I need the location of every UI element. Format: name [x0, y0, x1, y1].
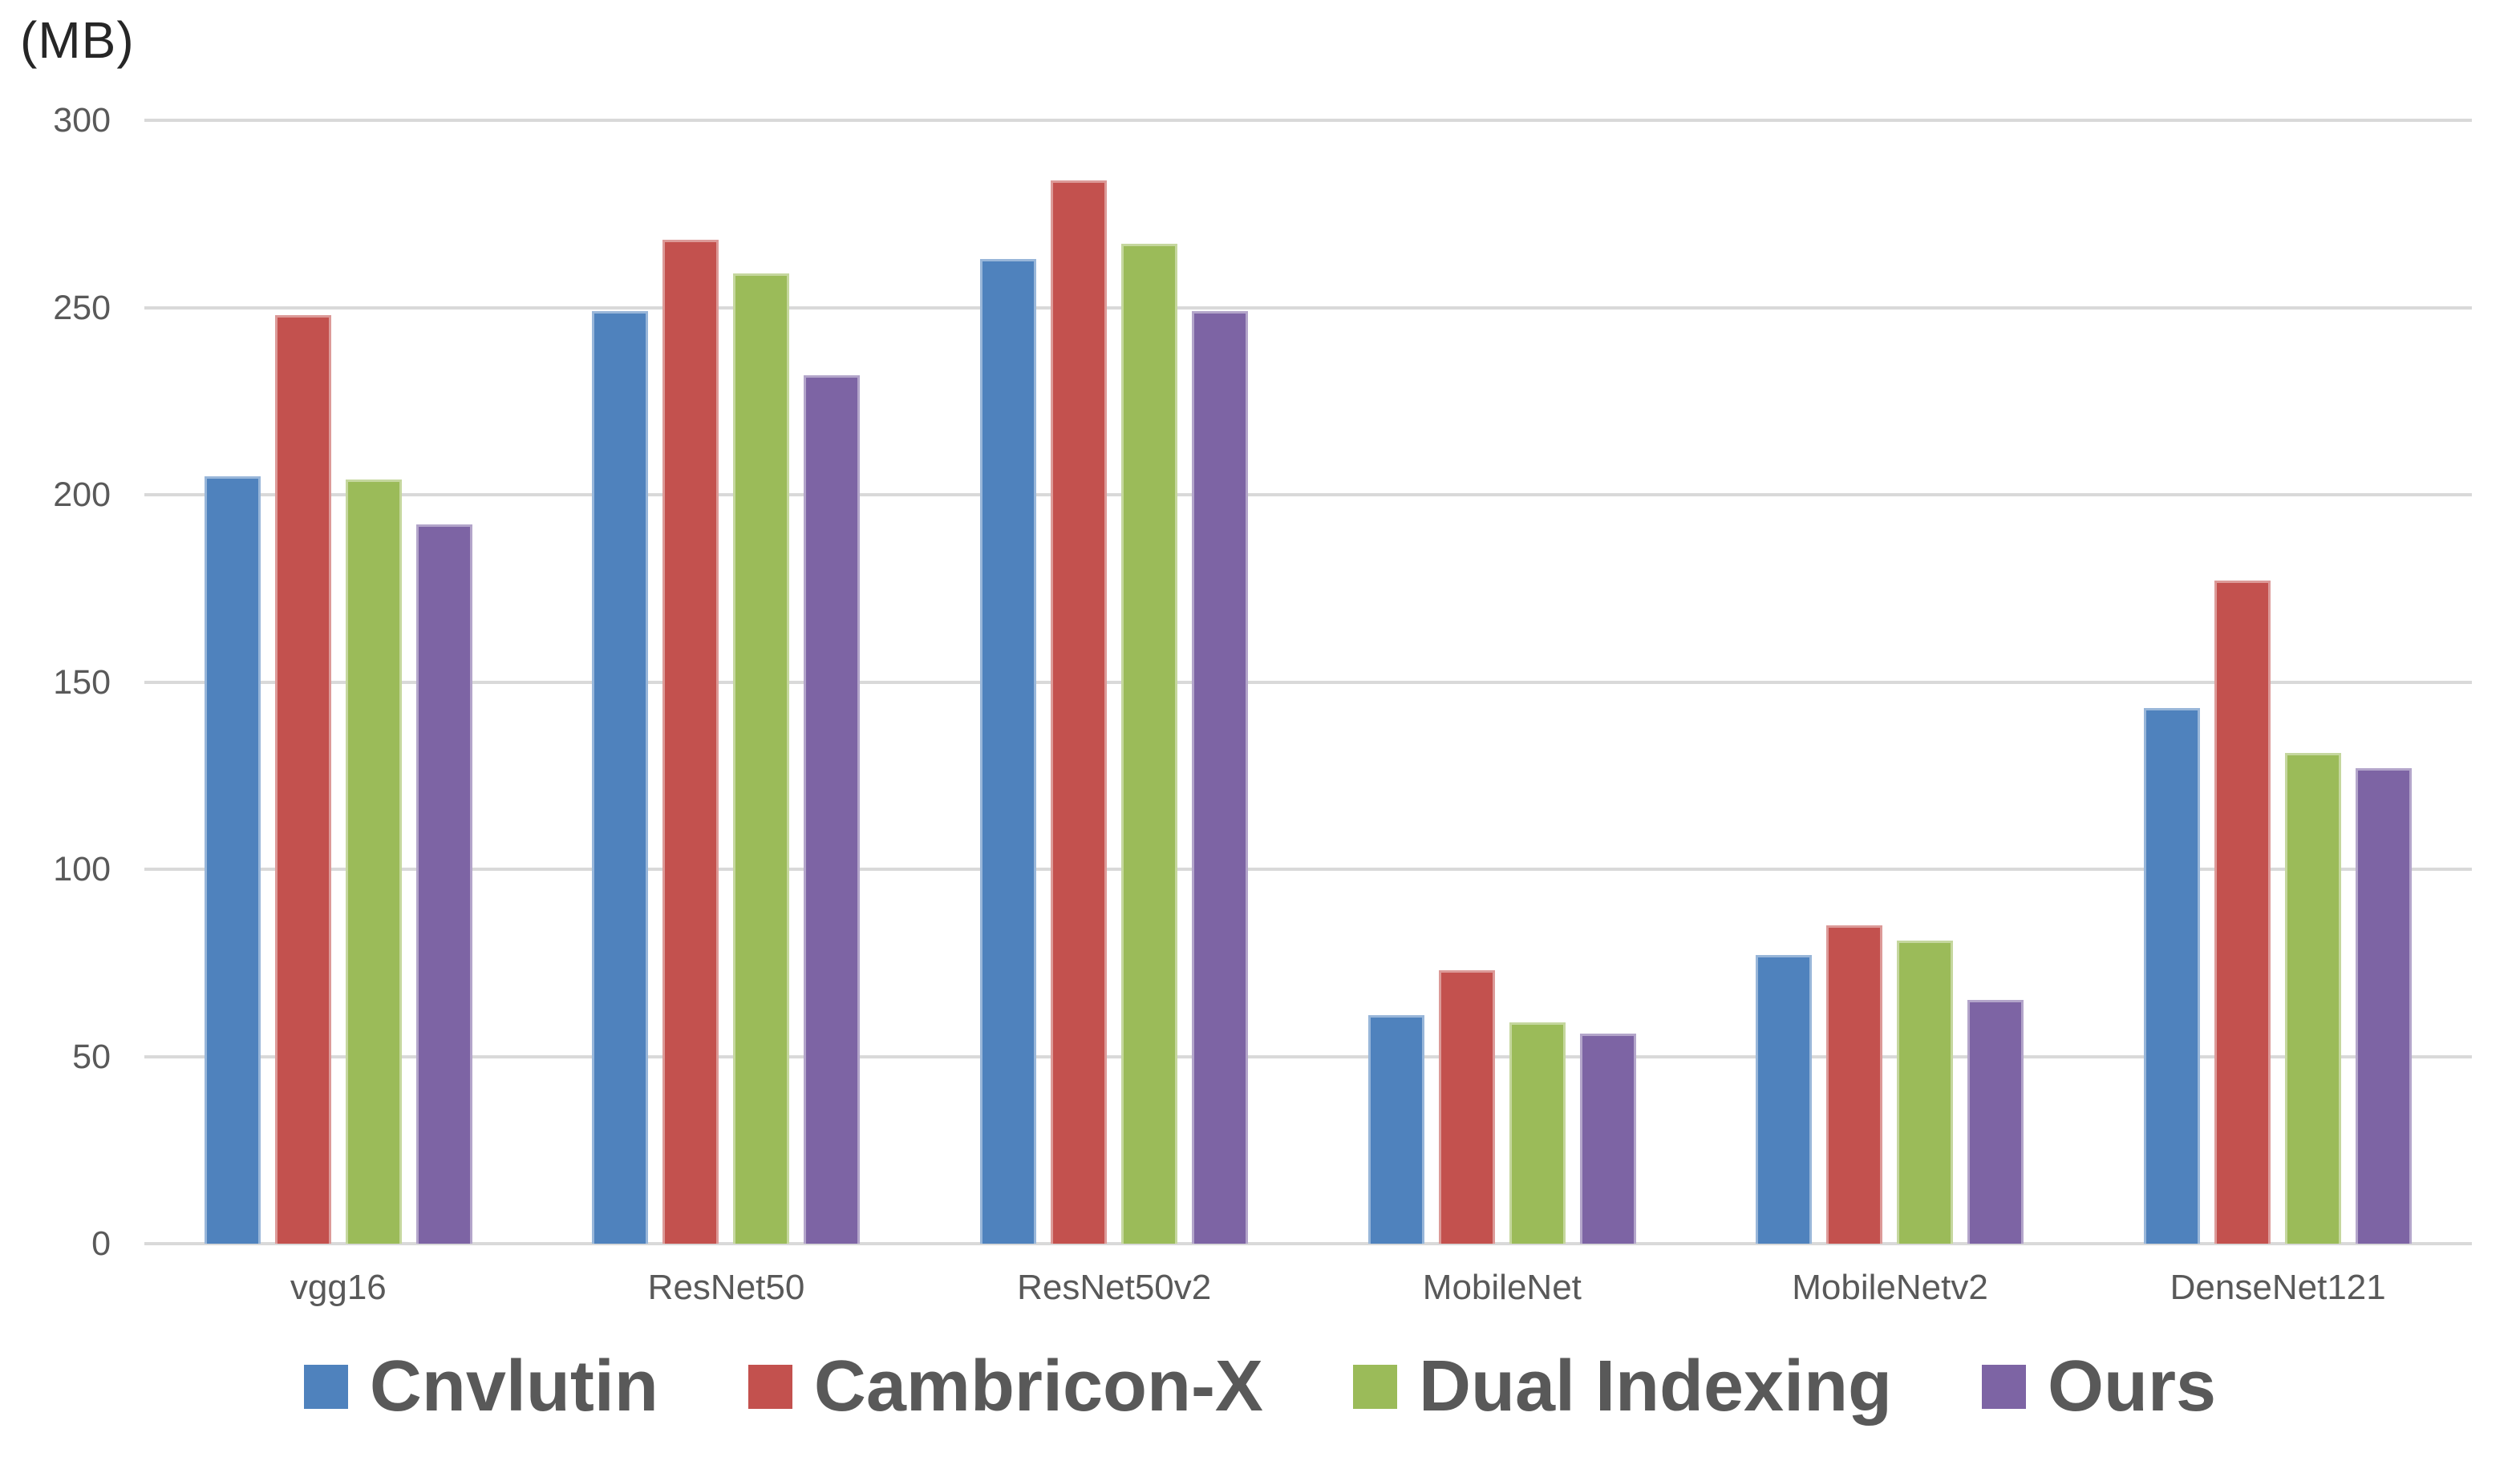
legend-item-Cnvlutin: Cnvlutin [303, 1346, 658, 1427]
bar-Cnvlutin-ResNet50v2 [980, 258, 1037, 1244]
bar-Ours-DenseNet121 [2356, 767, 2413, 1244]
legend-swatch-Cambricon-X [747, 1365, 792, 1409]
gridline-50 [144, 1054, 2472, 1058]
y-tick-label-200: 200 [53, 476, 111, 514]
x-category-label-vgg16: vgg16 [290, 1268, 387, 1307]
bar-group-vgg16 [204, 120, 472, 1244]
bar-series-area [144, 120, 2472, 1244]
gridline-100 [144, 868, 2472, 871]
gridline-250 [144, 306, 2472, 310]
x-axis-category-labels: vgg16 ResNet50 ResNet50v2 MobileNet MobileNe… [144, 1268, 2472, 1307]
legend-item-Ours: Ours [1982, 1347, 2216, 1427]
bar-Dual Indexing-vgg16 [345, 480, 402, 1244]
bar-group-MobileNetv2 [1756, 120, 2024, 1244]
bar-Dual Indexing-ResNet50 [733, 273, 790, 1244]
bar-group-DenseNet121 [2144, 120, 2413, 1244]
y-tick-label-50: 50 [72, 1037, 111, 1076]
bar-Cnvlutin-DenseNet121 [2144, 708, 2201, 1244]
y-tick-label-300: 300 [53, 101, 111, 140]
gridline-0 [144, 1242, 2472, 1245]
bar-Dual Indexing-MobileNetv2 [1897, 940, 1954, 1244]
bar-Dual Indexing-MobileNet [1509, 1022, 1566, 1244]
legend-label-Cambricon-X: Cambricon-X [813, 1346, 1263, 1427]
legend-item-Dual Indexing: Dual Indexing [1352, 1346, 1893, 1427]
legend: Cnvlutin Cambricon-X Dual Indexing Ours [0, 1347, 2520, 1427]
x-category-label-ResNet50: ResNet50 [647, 1268, 805, 1307]
bar-Cnvlutin-MobileNetv2 [1756, 955, 1813, 1244]
gridline-200 [144, 493, 2472, 496]
legend-label-Cnvlutin: Cnvlutin [369, 1346, 658, 1427]
y-tick-label-250: 250 [53, 288, 111, 327]
y-axis-unit-label: (MB) [20, 11, 135, 69]
x-category-label-MobileNetv2: MobileNetv2 [1792, 1268, 1988, 1307]
bar-Cambricon-X-DenseNet121 [2214, 581, 2271, 1244]
bar-Ours-ResNet50v2 [1192, 311, 1249, 1244]
y-tick-label-100: 100 [53, 850, 111, 888]
bar-group-ResNet50 [592, 120, 861, 1244]
legend-label-Dual Indexing: Dual Indexing [1418, 1346, 1893, 1427]
bar-group-MobileNet [1367, 120, 1636, 1244]
bar-Dual Indexing-DenseNet121 [2285, 753, 2342, 1244]
legend-label-Ours: Ours [2048, 1346, 2217, 1427]
legend-swatch-Cnvlutin [303, 1365, 348, 1409]
bar-Ours-vgg16 [415, 524, 472, 1244]
legend-swatch-Dual Indexing [1352, 1365, 1397, 1409]
legend-item-Cambricon-X: Cambricon-X [747, 1346, 1263, 1427]
y-axis-tick-labels: 300 250 200 150 100 50 0 [0, 103, 111, 1261]
bar-Ours-MobileNet [1579, 1034, 1636, 1244]
bar-Ours-MobileNetv2 [1967, 1000, 2024, 1244]
gridlines [144, 119, 2472, 1245]
bar-Cambricon-X-ResNet50 [662, 240, 719, 1244]
bar-group-ResNet50v2 [980, 120, 1249, 1244]
bar-Cambricon-X-vgg16 [274, 314, 331, 1244]
bar-Cambricon-X-ResNet50v2 [1051, 180, 1108, 1244]
bar-Cambricon-X-MobileNetv2 [1826, 925, 1883, 1244]
x-category-label-DenseNet121: DenseNet121 [2170, 1268, 2386, 1307]
plot-area [144, 119, 2472, 1245]
x-category-label-ResNet50v2: ResNet50v2 [1017, 1268, 1212, 1307]
bar-Ours-ResNet50 [804, 374, 861, 1244]
bar-Cnvlutin-MobileNet [1367, 1015, 1424, 1244]
bar-Cnvlutin-vgg16 [204, 476, 261, 1244]
gridline-300 [144, 119, 2472, 122]
bar-Cambricon-X-MobileNet [1438, 970, 1495, 1244]
bar-Cnvlutin-ResNet50 [592, 311, 649, 1244]
x-category-label-MobileNet: MobileNet [1422, 1268, 1582, 1307]
y-tick-label-150: 150 [53, 662, 111, 702]
gridline-150 [144, 680, 2472, 684]
legend-swatch-Ours [1982, 1365, 2027, 1409]
y-tick-label-0: 0 [91, 1224, 111, 1263]
bar-Dual Indexing-ResNet50v2 [1121, 244, 1178, 1244]
